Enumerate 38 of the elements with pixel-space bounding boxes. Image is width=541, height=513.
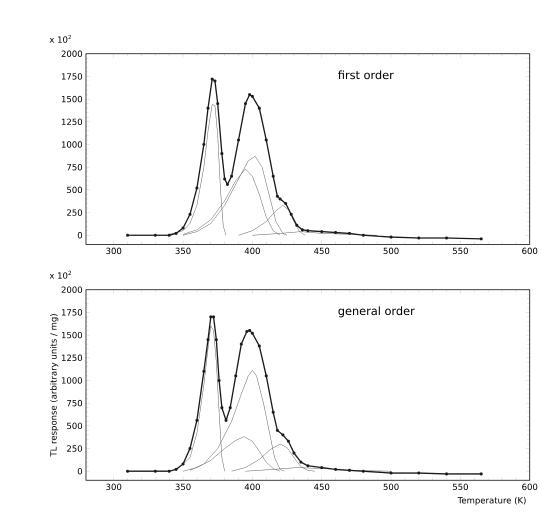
text: x 10$^{2}$: [50, 34, 71, 43]
x-tick-label: 550: [452, 248, 468, 254]
y-tick-label: 750: [67, 400, 82, 406]
y-tick-label: 500: [67, 422, 82, 430]
x-tick-label: 600: [522, 484, 538, 490]
y-tick-label: 2000: [62, 50, 82, 57]
y-tick-label: 1250: [62, 354, 82, 362]
annotation: first order: [338, 70, 394, 80]
y-tick-label: 250: [67, 209, 82, 216]
text: x 10$^{2}$: [50, 270, 71, 279]
y-tick-label: 2000: [62, 286, 82, 293]
y-tick-label: 250: [67, 445, 82, 452]
y-tick-label: 1000: [62, 377, 82, 384]
x-axis-title: Temperature (K): [458, 496, 526, 506]
x-tick-label: 350: [176, 248, 191, 254]
y-tick-label: 750: [67, 164, 82, 170]
x-tick-label: 300: [106, 248, 122, 254]
x-tick-label: 500: [384, 248, 399, 254]
x-tick-label: 400: [244, 248, 260, 254]
y-tick-label: 1500: [62, 332, 82, 338]
x-tick-label: 350: [176, 484, 191, 490]
y-axis-title: TL response (arbitrary units / mg): [50, 314, 58, 457]
x-tick-label: 300: [106, 484, 122, 490]
y-tick-label: 0: [78, 232, 82, 238]
y-tick-label: 0: [78, 468, 82, 474]
x-tick-label: 550: [452, 484, 468, 490]
x-tick-label: 600: [522, 248, 538, 254]
y-tick-label: 1500: [62, 96, 82, 102]
x-tick-label: 500: [384, 484, 399, 490]
y-tick-label: 1000: [62, 141, 82, 148]
x-tick-label: 400: [244, 484, 260, 490]
x-tick-label: 450: [314, 248, 330, 254]
annotation: general order: [338, 306, 415, 318]
y-tick-label: 1250: [62, 118, 82, 126]
y-tick-label: 1750: [62, 73, 82, 80]
y-tick-label: 500: [67, 186, 82, 194]
y-tick-label: 1750: [62, 309, 82, 316]
x-tick-label: 450: [314, 484, 330, 490]
